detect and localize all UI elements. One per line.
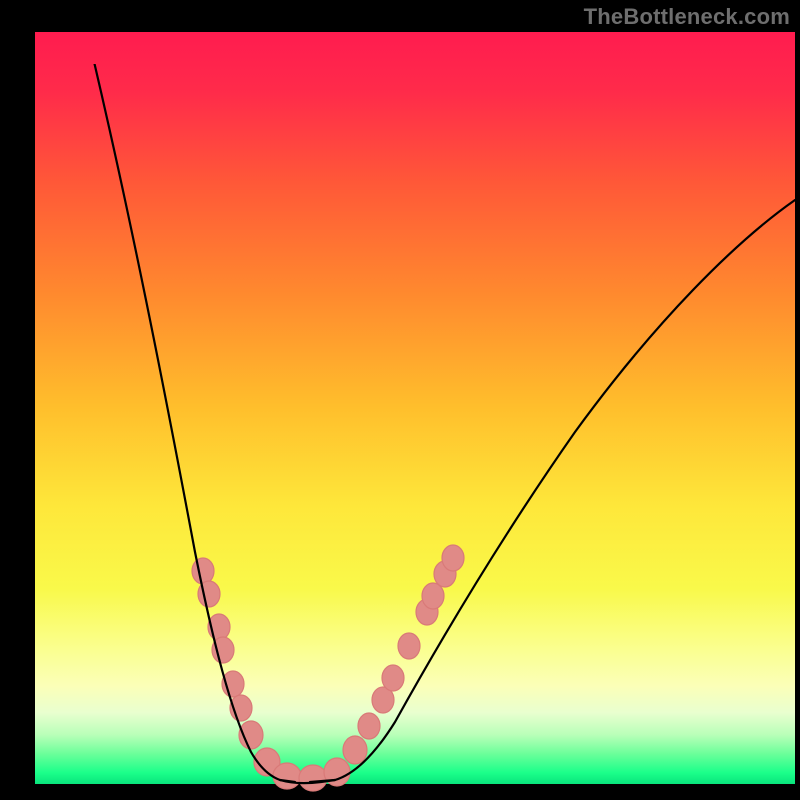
data-dot xyxy=(442,545,464,571)
data-dot xyxy=(422,583,444,609)
bottleneck-chart xyxy=(0,0,800,800)
data-dot xyxy=(299,765,327,791)
plot-background xyxy=(35,32,795,784)
watermark-text: TheBottleneck.com xyxy=(584,4,790,30)
data-dot xyxy=(343,736,367,764)
data-dot xyxy=(358,713,380,739)
data-dot xyxy=(382,665,404,691)
data-dot xyxy=(273,763,301,789)
chart-container: { "watermark": { "text": "TheBottleneck.… xyxy=(0,0,800,800)
data-dot xyxy=(398,633,420,659)
data-dot xyxy=(192,558,214,584)
